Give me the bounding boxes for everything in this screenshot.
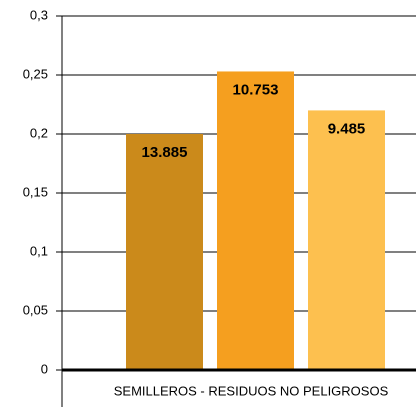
y-tick-label: 0,05 [23,302,48,317]
x-tick-label: SEMILLEROS - RESIDUOS NO PELIGROSOS [114,383,389,398]
data-label: 13.885 [142,144,188,161]
y-tick-label: 0 [41,361,48,376]
y-tick-label: 0,2 [30,125,48,140]
data-label: 9.485 [328,120,366,137]
bar [217,71,294,371]
y-tick-label: 0,25 [23,66,48,81]
y-tick-label: 0,15 [23,184,48,199]
y-tick-label: 0,3 [30,7,48,22]
y-tick-label: 0,1 [30,243,48,258]
bar [308,110,385,371]
data-label: 10.753 [233,81,279,98]
bar [126,134,203,370]
